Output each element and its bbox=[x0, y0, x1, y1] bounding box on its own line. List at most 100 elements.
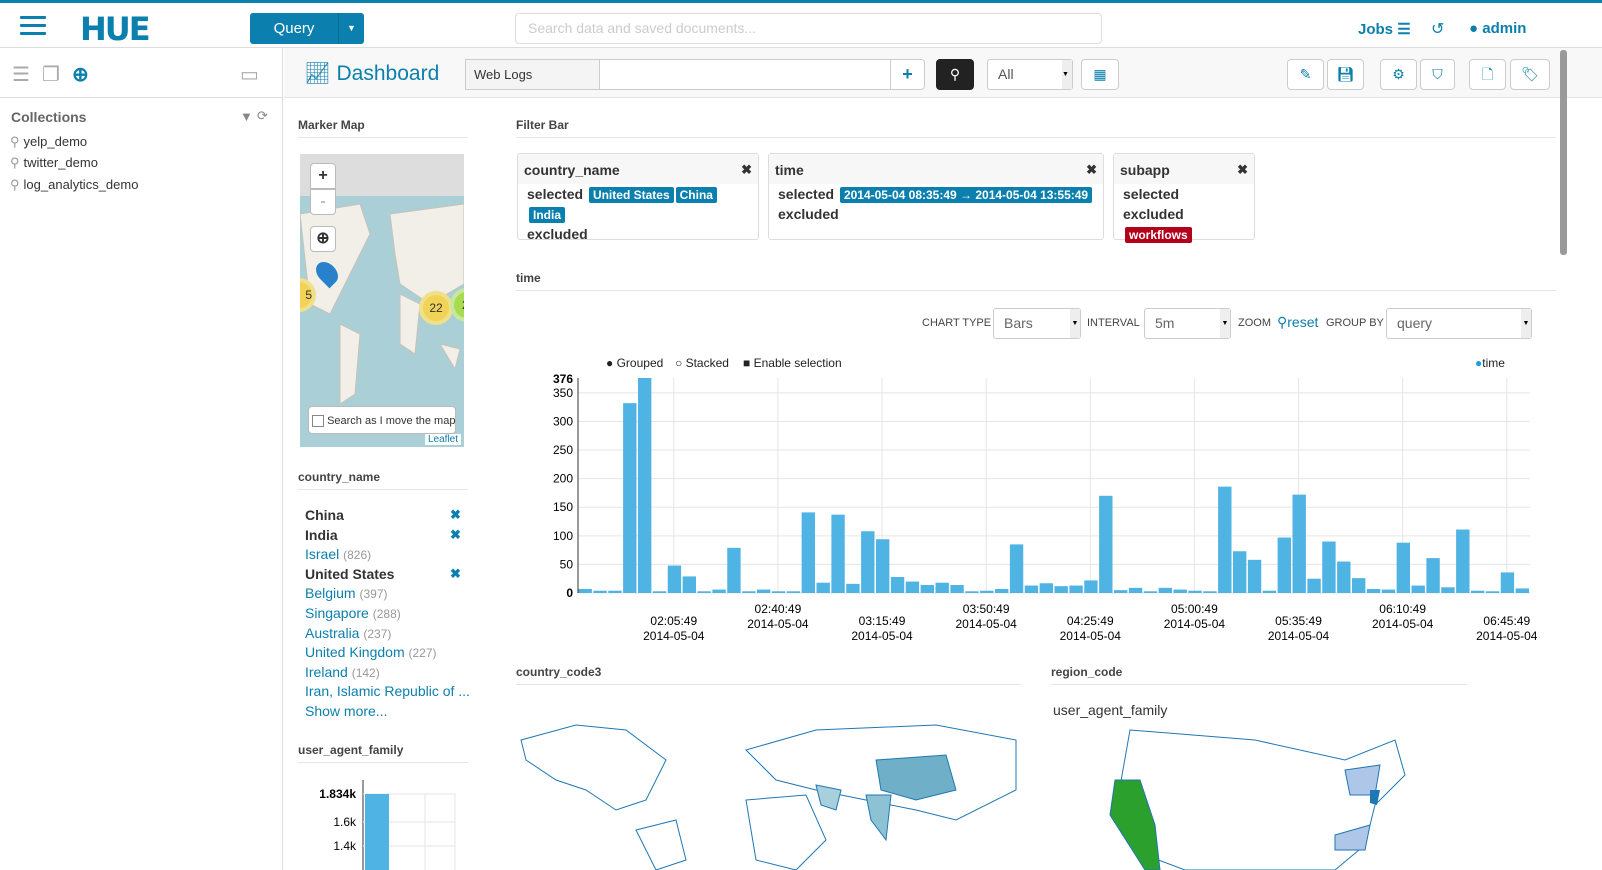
bar[interactable] bbox=[995, 588, 1009, 593]
selected-tag[interactable]: 2014-05-04 08:35:49 → 2014-05-04 13:55:4… bbox=[839, 187, 1093, 203]
bar[interactable] bbox=[816, 582, 830, 593]
bar[interactable] bbox=[876, 539, 890, 593]
facet-item[interactable]: Israel (826) bbox=[305, 546, 371, 562]
bar[interactable] bbox=[742, 591, 756, 593]
bar[interactable] bbox=[1084, 580, 1098, 593]
bar[interactable] bbox=[771, 591, 786, 593]
bar[interactable] bbox=[1292, 494, 1306, 593]
bar[interactable] bbox=[667, 565, 682, 593]
remove-filter-icon[interactable]: ✖ bbox=[450, 565, 461, 581]
marker-cluster[interactable]: 22 bbox=[419, 291, 453, 325]
bar[interactable] bbox=[920, 584, 934, 593]
leaflet-attribution-link[interactable]: Leaflet bbox=[425, 434, 462, 445]
folder-open-icon[interactable]: ▭ bbox=[240, 64, 259, 86]
edit-pencil-icon[interactable]: ✎ bbox=[1287, 59, 1324, 90]
refresh-icon[interactable]: ⟳ bbox=[257, 108, 268, 123]
bookmark-icon[interactable]: ⛉ bbox=[1420, 59, 1455, 90]
user-menu[interactable]: ● admin bbox=[1469, 20, 1526, 37]
jobs-button[interactable]: Jobs ☰ bbox=[1358, 20, 1411, 38]
bar[interactable] bbox=[623, 403, 637, 593]
grouped-radio[interactable]: ● Grouped bbox=[606, 356, 664, 370]
scrollbar[interactable] bbox=[1560, 50, 1567, 255]
us-choropleth-map[interactable] bbox=[1105, 725, 1415, 870]
hue-logo[interactable]: HUE bbox=[80, 10, 151, 48]
new-document-icon[interactable]: 🗋︎ bbox=[1469, 59, 1506, 90]
documents-icon[interactable]: ❐ bbox=[42, 64, 60, 86]
calendar-icon[interactable]: ▦ bbox=[1081, 59, 1119, 90]
search-zoom-icon[interactable]: ⊕ bbox=[72, 64, 89, 86]
collection-item[interactable]: ⚲ twitter_demo bbox=[10, 155, 98, 171]
remove-filter-icon[interactable]: ✖ bbox=[450, 507, 461, 522]
bar[interactable] bbox=[1337, 561, 1351, 593]
bar[interactable] bbox=[1366, 588, 1381, 593]
bar[interactable] bbox=[1128, 587, 1143, 593]
bar[interactable] bbox=[846, 583, 860, 593]
facet-item[interactable]: Belgium (397) bbox=[305, 585, 388, 601]
collection-item[interactable]: ⚲ log_analytics_demo bbox=[10, 177, 138, 193]
facet-item[interactable]: United Kingdom (227) bbox=[305, 644, 437, 660]
caret-down-icon[interactable]: ▼ bbox=[338, 13, 364, 44]
bar[interactable] bbox=[1411, 585, 1425, 593]
remove-filter-icon[interactable]: ✖ bbox=[450, 526, 461, 542]
marker-map[interactable]: + - ⊕ 22 5 2 Search as I move the map Le… bbox=[300, 154, 464, 447]
bar[interactable] bbox=[965, 591, 979, 593]
bar[interactable] bbox=[1307, 578, 1321, 593]
group-by-select[interactable]: query ▼ bbox=[1386, 308, 1532, 339]
zoom-search-icon[interactable]: ⊕ bbox=[310, 226, 336, 252]
bar[interactable] bbox=[786, 591, 801, 593]
close-icon[interactable]: ✖ bbox=[1237, 162, 1248, 177]
bar[interactable] bbox=[980, 590, 994, 593]
bar[interactable] bbox=[1203, 591, 1217, 593]
bar[interactable] bbox=[1352, 578, 1366, 593]
facet-item[interactable]: United States bbox=[305, 566, 394, 582]
filter-select[interactable]: All ▼ bbox=[987, 59, 1073, 90]
selected-tag[interactable]: China bbox=[675, 187, 717, 203]
bar[interactable] bbox=[1426, 558, 1440, 593]
bar[interactable] bbox=[1173, 589, 1187, 593]
bar[interactable] bbox=[593, 590, 607, 593]
save-icon[interactable]: 💾︎ bbox=[1327, 59, 1364, 90]
collection-select[interactable]: Web Logs bbox=[465, 59, 600, 90]
close-icon[interactable]: ✖ bbox=[1086, 162, 1097, 177]
selected-tag[interactable]: India bbox=[529, 207, 566, 223]
bar[interactable] bbox=[861, 531, 875, 593]
tags-icon[interactable]: 🏷︎ bbox=[1510, 59, 1550, 90]
bar[interactable] bbox=[831, 514, 845, 593]
bar[interactable] bbox=[712, 589, 726, 593]
selected-tag[interactable]: United States bbox=[588, 187, 674, 203]
bar[interactable] bbox=[757, 589, 771, 593]
bar[interactable] bbox=[365, 794, 389, 870]
bar[interactable] bbox=[1099, 495, 1113, 593]
bar[interactable] bbox=[1039, 583, 1053, 593]
facet-item[interactable]: Australia (237) bbox=[305, 625, 391, 641]
interval-select[interactable]: 5m ▼ bbox=[1144, 308, 1231, 339]
close-icon[interactable]: ✖ bbox=[741, 162, 752, 177]
database-icon[interactable]: ☰ bbox=[12, 64, 30, 86]
bar[interactable] bbox=[1114, 590, 1128, 593]
search-button[interactable]: ⚲ bbox=[936, 59, 974, 90]
bar[interactable] bbox=[1485, 591, 1500, 593]
bar[interactable] bbox=[1396, 542, 1410, 593]
bar[interactable] bbox=[1441, 587, 1455, 593]
bar[interactable] bbox=[1500, 572, 1515, 593]
collection-item[interactable]: ⚲ yelp_demo bbox=[10, 134, 87, 150]
bar[interactable] bbox=[1054, 586, 1068, 593]
bar[interactable] bbox=[1456, 529, 1470, 593]
zoom-in-button[interactable]: + bbox=[310, 163, 336, 189]
bar[interactable] bbox=[890, 576, 905, 593]
bar[interactable] bbox=[682, 576, 696, 593]
bar[interactable] bbox=[1218, 486, 1232, 593]
global-search-input[interactable]: Search data and saved documents... bbox=[515, 13, 1102, 44]
facet-item[interactable]: Iran, Islamic Republic of ... bbox=[305, 683, 470, 699]
bar[interactable] bbox=[1515, 588, 1529, 593]
bar[interactable] bbox=[1143, 591, 1158, 593]
bar[interactable] bbox=[905, 581, 920, 593]
bar[interactable] bbox=[608, 590, 622, 593]
bar[interactable] bbox=[1188, 590, 1202, 593]
facet-item[interactable]: China bbox=[305, 507, 344, 523]
bar[interactable] bbox=[950, 584, 964, 593]
time-bar-chart[interactable]: 05010015020025030035037602:05:492014-05-… bbox=[520, 368, 1550, 658]
zoom-out-button[interactable]: - bbox=[310, 189, 336, 215]
excluded-tag[interactable]: workflows bbox=[1125, 227, 1192, 243]
bar[interactable] bbox=[652, 591, 667, 593]
